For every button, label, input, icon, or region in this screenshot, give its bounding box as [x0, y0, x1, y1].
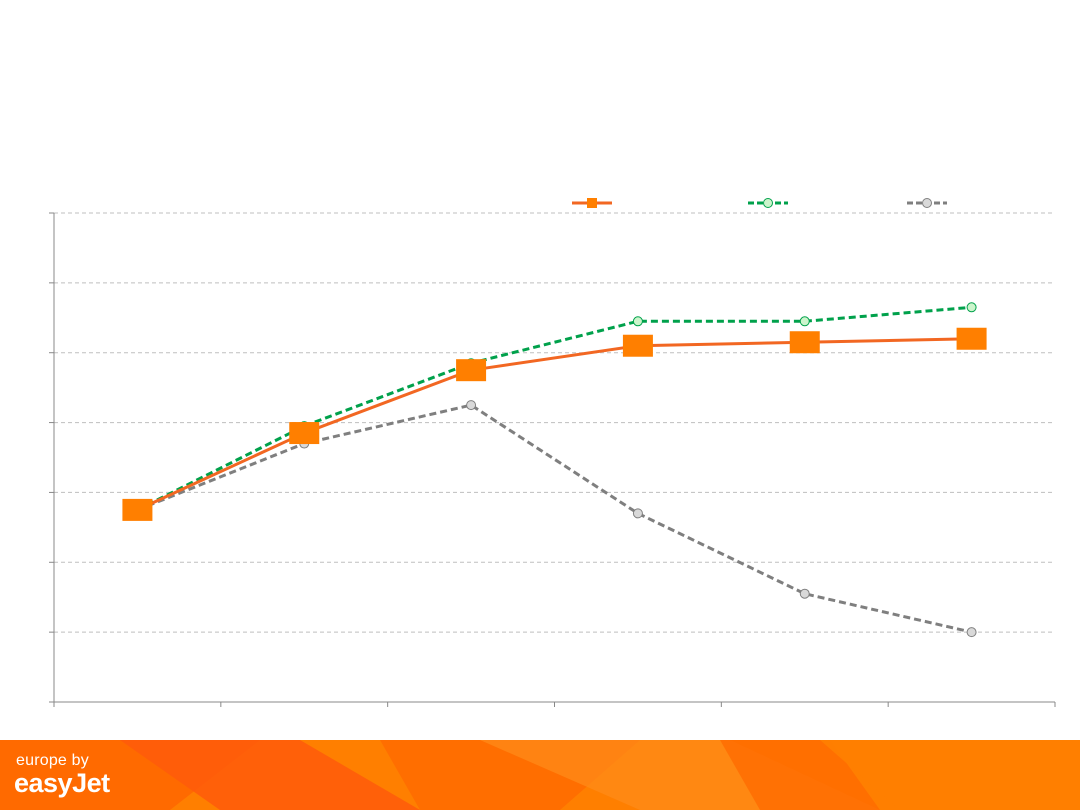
- series-1-point: [122, 498, 153, 521]
- series-3-point: [632, 508, 643, 519]
- brand-footer: europe by easyJet: [0, 740, 1080, 810]
- legend: [572, 198, 947, 208]
- easyjet-logo: easyJet: [14, 768, 110, 798]
- series-1: [122, 327, 987, 521]
- series-layer: [122, 302, 987, 638]
- series-2-point: [966, 302, 977, 313]
- chart-axes: [49, 212, 1056, 707]
- series-1-point: [456, 359, 487, 382]
- series-1-line: [136, 337, 972, 512]
- footer-background: [0, 740, 1080, 810]
- series-3: [132, 400, 977, 638]
- brand-tagline: europe by: [16, 752, 89, 769]
- legend-entry-1: [572, 198, 612, 208]
- legend-entry-2: [748, 198, 788, 208]
- series-1-point: [789, 331, 820, 354]
- series-2-point: [799, 316, 810, 327]
- series-1-point: [956, 327, 987, 350]
- series-1-point: [622, 334, 653, 357]
- series-2-line: [136, 305, 972, 512]
- series-1-point: [289, 422, 320, 445]
- legend-entry-3: [907, 198, 947, 208]
- series-3-point: [466, 400, 477, 411]
- line-chart: [49, 198, 1056, 707]
- series-2-point: [632, 316, 643, 327]
- legend-marker-2: [763, 198, 773, 208]
- gridlines: [54, 212, 1055, 633]
- series-3-point: [966, 627, 977, 638]
- series-3-point: [799, 588, 810, 599]
- legend-marker-1: [587, 198, 597, 208]
- series-3-line: [136, 403, 972, 634]
- legend-marker-3: [922, 198, 932, 208]
- series-2: [132, 302, 977, 515]
